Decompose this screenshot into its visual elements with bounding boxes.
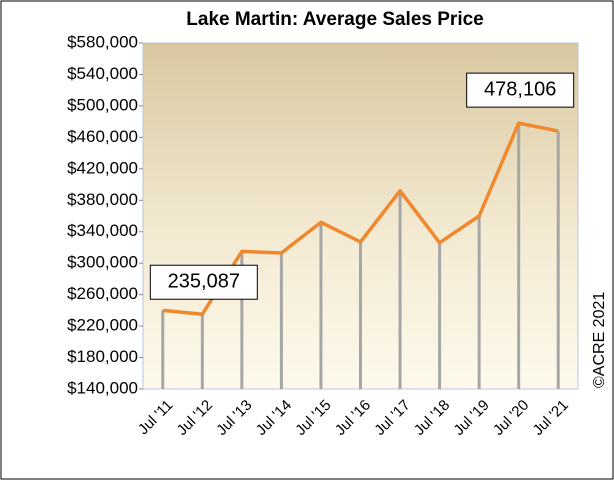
y-tick-label: $180,000	[67, 347, 138, 366]
y-tick-label: $260,000	[67, 284, 138, 303]
y-tick-label: $300,000	[67, 253, 138, 272]
y-tick-label: $460,000	[67, 127, 138, 146]
chart-title: Lake Martin: Average Sales Price	[186, 9, 483, 30]
y-tick-label: $220,000	[67, 316, 138, 335]
y-tick-label: $420,000	[67, 158, 138, 177]
y-tick-label: $340,000	[67, 221, 138, 240]
data-label-box	[149, 264, 258, 300]
y-tick-label: $140,000	[67, 378, 138, 397]
y-tick-label: $540,000	[67, 64, 138, 83]
y-tick-label: $380,000	[67, 190, 138, 209]
y-tick-label: $500,000	[67, 95, 138, 114]
data-label: 478,106	[484, 78, 556, 100]
credit: ©ACRE 2021	[591, 292, 608, 388]
data-label: 235,087	[168, 271, 240, 293]
y-tick-label: $580,000	[67, 32, 138, 51]
data-label-box	[466, 72, 575, 108]
